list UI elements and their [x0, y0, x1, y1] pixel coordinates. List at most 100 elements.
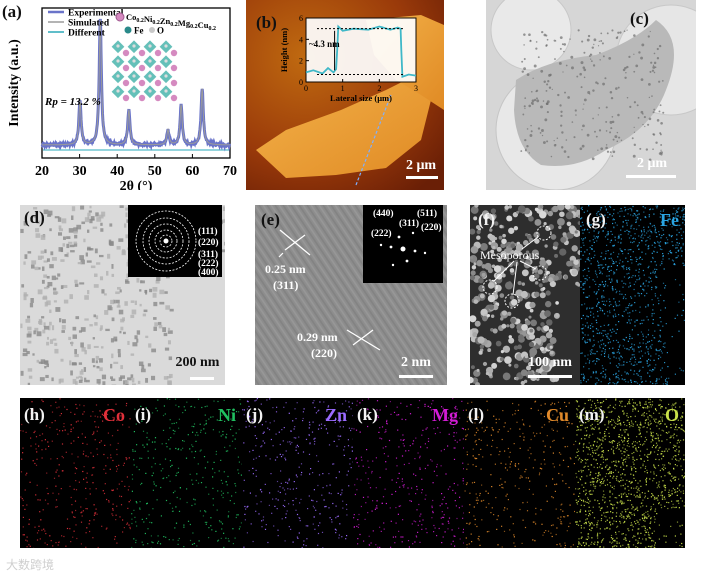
watermark: 大数跨境	[6, 558, 55, 572]
fft-spot-220: (220)	[421, 223, 442, 233]
element-label-cu: Cu	[545, 405, 569, 425]
inset-xtick-label: 0	[304, 84, 308, 93]
legend-different: Different	[68, 29, 106, 39]
scale-bar-c	[626, 175, 676, 178]
atom-label-o: O	[157, 26, 164, 36]
inset-ylabel: Height (nm)	[279, 28, 289, 72]
saed-ring-311: (311)	[198, 250, 219, 260]
element-label-fe: Fe	[660, 210, 679, 230]
eds-map-ni	[131, 398, 242, 548]
panel-a-xrd: 20 30 40 50 60 70 2θ (°) Intensity (a.u.) Experi…	[0, 0, 240, 190]
afm-height-inset: ~4.3 nm 0 2 4 6 0 1 2 3 Lateral size (μm) Height (…	[279, 14, 418, 103]
map-o: (m) O	[575, 398, 685, 548]
atom-swatch-fe	[124, 26, 132, 34]
inset-ytick-label: 0	[299, 78, 303, 87]
atom-swatch-o	[149, 27, 155, 33]
xrd-xtick-label: 40	[110, 164, 124, 179]
panel-e-hrtem: (440) (511) (311) (222) (220) (e) 0.25 n…	[255, 205, 447, 385]
panel-l-label: (l)	[468, 405, 485, 424]
inset-xlabel: Lateral size (μm)	[330, 93, 392, 103]
legend-experimental: Experimental	[68, 9, 124, 19]
xrd-simulated-series	[42, 19, 230, 146]
map-zn: (j) Zn	[242, 398, 353, 548]
scale-text-d: 200 nm	[175, 355, 220, 370]
xrd-chart: 20 30 40 50 60 70 2θ (°) Intensity (a.u.) Experi…	[7, 7, 237, 190]
scale-bar-b	[406, 176, 438, 179]
element-label-mg: Mg	[432, 405, 458, 425]
saed-ring-111: (111)	[198, 227, 218, 237]
crystal-structure	[111, 40, 178, 102]
inset-xtick-label: 3	[414, 84, 418, 93]
xrd-xtick-label: 20	[35, 164, 49, 179]
fft-inset	[363, 205, 443, 283]
map-cu: (l) Cu	[464, 398, 575, 548]
eds-map-row: (h) Co (i) Ni (j) Zn (k) Mg (l) Cu (m) O	[20, 398, 685, 548]
eds-map-o	[575, 398, 685, 548]
inset-xtick-label: 2	[377, 84, 381, 93]
panel-i-label: (i)	[135, 405, 152, 424]
panel-c-tem: (c) 2 μm	[486, 0, 696, 190]
inset-ytick-label: 4	[299, 35, 303, 44]
panel-h-label: (h)	[24, 405, 45, 424]
panel-k-label: (k)	[357, 405, 378, 424]
d-spacing-2: 0.29 nm	[297, 330, 338, 344]
inset-xtick-label: 1	[341, 84, 345, 93]
sem-image	[470, 205, 580, 385]
panel-a-label: (a)	[2, 2, 22, 21]
xrd-xtick-label: 30	[73, 164, 87, 179]
panel-j-label: (j)	[246, 405, 263, 424]
panel-d-label: (d)	[24, 208, 45, 227]
fft-spot-222: (222)	[371, 229, 392, 239]
panel-f-label: (f)	[478, 210, 495, 229]
xrd-xlabel: 2θ (°)	[120, 179, 153, 190]
panel-g-fe-map: (g) Fe	[580, 205, 685, 385]
legend-simulated: Simulated	[68, 19, 110, 29]
xrd-xtick-label: 60	[185, 164, 199, 179]
eds-map-cu	[464, 400, 575, 548]
saed-inset	[128, 205, 222, 277]
saed-ring-222: (222)	[198, 259, 219, 269]
inset-ytick-label: 2	[299, 57, 303, 66]
atom-swatch-mixed	[115, 12, 125, 22]
element-label-ni: Ni	[218, 405, 236, 425]
fft-spot-440: (440)	[373, 209, 394, 219]
element-label-zn: Zn	[324, 405, 347, 425]
atom-label-fe: Fe	[134, 26, 144, 36]
plane-2: (220)	[311, 346, 337, 360]
tem-sheet	[514, 20, 674, 166]
xrd-xtick-label: 70	[223, 164, 237, 179]
plane-1: (311)	[273, 278, 299, 292]
scale-bar-f	[528, 375, 572, 378]
mesoporous-note: Mesoporous	[480, 248, 540, 262]
saed-ring-220: (220)	[198, 238, 219, 248]
element-label-co: Co	[103, 405, 125, 425]
scale-text-e: 2 nm	[401, 355, 431, 370]
map-mg: (k) Mg	[353, 398, 464, 548]
panel-g-label: (g)	[586, 210, 606, 229]
afm-flake-lower	[256, 75, 431, 178]
step-height-label: ~4.3 nm	[309, 39, 340, 49]
xrd-axes-frame	[41, 7, 231, 159]
fft-spot-311: (311)	[399, 219, 420, 229]
map-ni: (i) Ni	[131, 398, 242, 548]
eds-map-co	[20, 398, 131, 548]
panel-b-afm: ~4.3 nm 0 2 4 6 0 1 2 3 Lateral size (μm) Height (…	[246, 0, 444, 190]
panel-d-tem: (111) (220) (311) (222) (400) (d) 200 nm	[20, 205, 225, 385]
inset-ytick-label: 6	[299, 14, 303, 23]
scale-text-c: 2 μm	[636, 156, 668, 171]
tem-image-c	[486, 0, 696, 190]
panel-f-sem: (f) Mesoporous 100 nm	[470, 205, 580, 385]
saed-ring-400: (400)	[198, 268, 219, 278]
afm-profile-line	[355, 94, 392, 186]
scale-bar-e	[399, 375, 433, 378]
xrd-formula: Co0.2Ni0.2Zn0.2Mg0.2Cu0.2	[126, 12, 216, 32]
rp-value: Rp = 13.2 %	[44, 96, 101, 108]
panel-m-label: (m)	[579, 405, 605, 424]
eds-map-zn	[242, 398, 353, 548]
element-label-o: O	[664, 405, 679, 425]
fft-spot-511: (511)	[417, 209, 438, 219]
panel-b-label: (b)	[256, 13, 277, 32]
xrd-ylabel: Intensity (a.u.)	[7, 39, 22, 127]
map-co: (h) Co	[20, 398, 131, 548]
xrd-xtick-label: 50	[148, 164, 162, 179]
